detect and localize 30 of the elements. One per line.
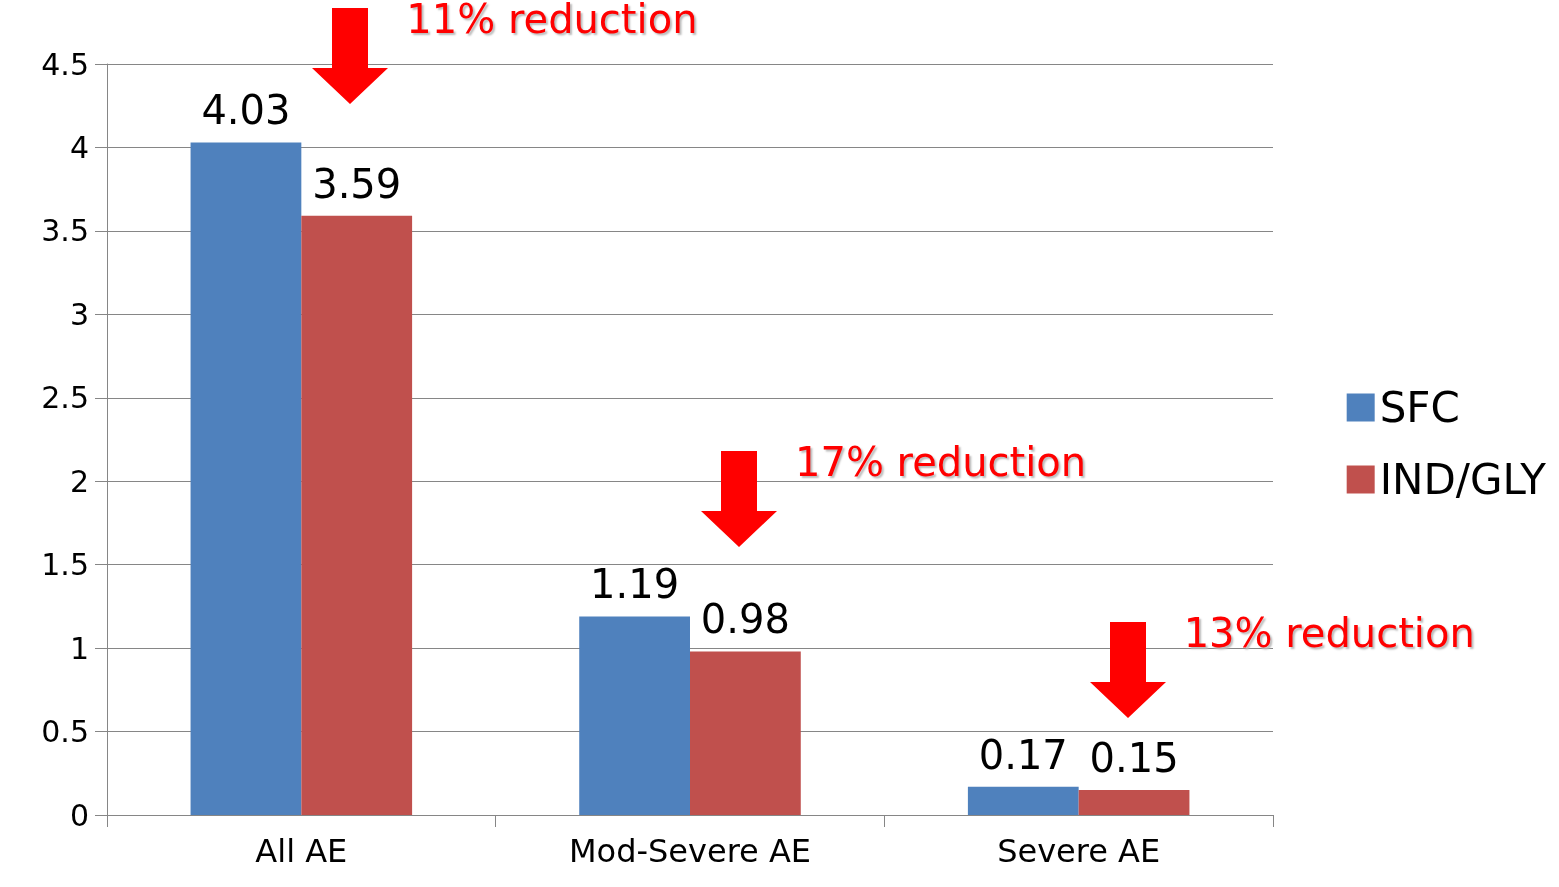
y-tick-label: 3	[69, 296, 89, 332]
data-label: 4.03	[201, 87, 291, 134]
legend-label: SFC	[1379, 383, 1460, 432]
annotation: 13% reduction	[1183, 609, 1475, 656]
data-label: 3.59	[312, 160, 402, 207]
bar	[579, 616, 690, 815]
annotation: 17% reduction	[795, 439, 1087, 486]
bar	[1078, 789, 1190, 815]
y-tick-label: 4.5	[41, 46, 89, 82]
text: 11% reduction	[406, 0, 698, 42]
x-tick-label: Severe AE	[997, 832, 1161, 870]
data-label: 0.15	[1089, 734, 1179, 781]
x-tick-label: Mod-Severe AE	[568, 832, 812, 870]
y-tick-label: 0	[69, 797, 89, 833]
y-tick-label: 1.5	[41, 547, 89, 583]
bar	[690, 651, 801, 815]
y-tick-label: 0.5	[41, 714, 89, 750]
y-tick-label: 2.5	[41, 380, 89, 416]
y-tick-label: 2	[69, 463, 89, 499]
y-tick-label: 3.5	[41, 213, 89, 249]
x-tick-label: All AE	[255, 832, 348, 870]
y-tick-label: 1	[69, 630, 89, 666]
data-label: 0.17	[978, 731, 1068, 778]
y-tick-label: 4	[69, 129, 89, 165]
bar	[967, 786, 1079, 815]
bar	[301, 215, 413, 815]
bar	[190, 142, 302, 815]
data-label: 1.19	[590, 561, 680, 608]
legend-label: IND/GLY	[1379, 455, 1547, 504]
data-label: 0.98	[700, 596, 790, 643]
